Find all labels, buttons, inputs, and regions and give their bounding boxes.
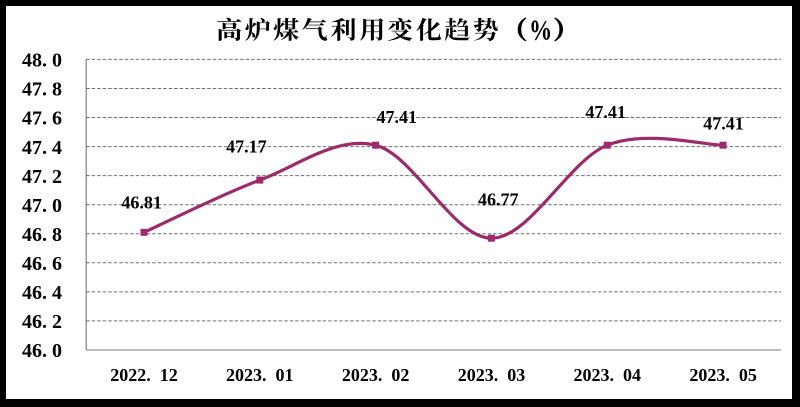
svg-text:2023. 01: 2023. 01 <box>226 365 294 385</box>
svg-text:2023. 02: 2023. 02 <box>342 365 410 385</box>
svg-text:2022. 12: 2022. 12 <box>110 365 178 385</box>
svg-text:46. 6: 46. 6 <box>22 253 62 275</box>
svg-text:46. 0: 46. 0 <box>22 340 62 362</box>
svg-text:47.41: 47.41 <box>703 114 744 134</box>
svg-text:47. 6: 47. 6 <box>22 108 62 130</box>
svg-text:47. 4: 47. 4 <box>22 137 62 159</box>
svg-text:47.41: 47.41 <box>585 102 626 122</box>
svg-text:47. 8: 47. 8 <box>22 79 62 101</box>
svg-text:47.41: 47.41 <box>377 107 418 127</box>
svg-text:46. 2: 46. 2 <box>22 311 62 333</box>
svg-text:2023. 05: 2023. 05 <box>689 365 757 385</box>
svg-text:47. 0: 47. 0 <box>22 195 62 217</box>
svg-text:47. 2: 47. 2 <box>22 166 62 188</box>
svg-text:2023. 03: 2023. 03 <box>458 365 526 385</box>
svg-text:46.81: 46.81 <box>121 192 162 212</box>
svg-text:46. 8: 46. 8 <box>22 224 62 246</box>
svg-text:47.17: 47.17 <box>226 136 267 156</box>
svg-text:2023. 04: 2023. 04 <box>574 365 642 385</box>
svg-text:46. 4: 46. 4 <box>22 282 62 304</box>
svg-text:48. 0: 48. 0 <box>22 50 62 72</box>
svg-text:46.77: 46.77 <box>478 189 519 209</box>
